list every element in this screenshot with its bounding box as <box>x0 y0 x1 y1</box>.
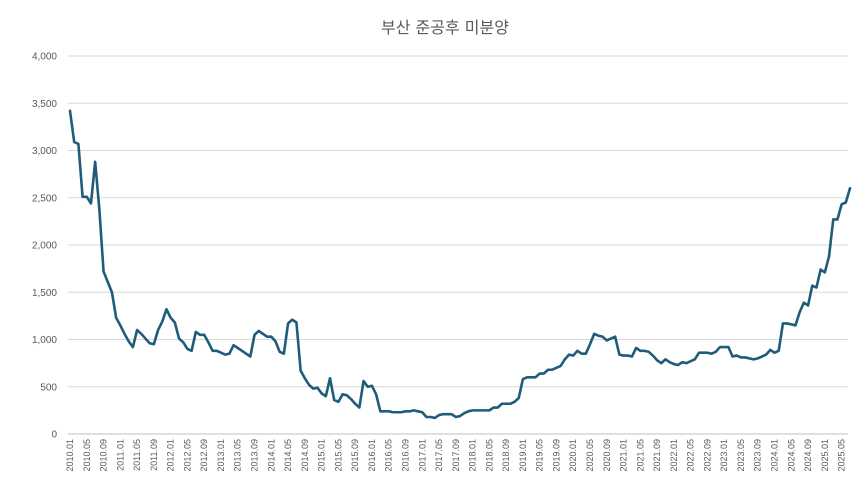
x-tick-label: 2012.05 <box>182 439 192 472</box>
x-tick-label: 2010.01 <box>65 439 75 472</box>
x-tick-label: 2021.01 <box>619 439 629 472</box>
x-tick-label: 2020.01 <box>568 439 578 472</box>
y-tick-label: 1,000 <box>32 335 57 346</box>
x-tick-label: 2012.09 <box>199 439 209 472</box>
x-tick-label: 2019.09 <box>551 439 561 472</box>
x-tick-label: 2018.09 <box>501 439 511 472</box>
x-tick-label: 2024.01 <box>770 439 780 472</box>
x-tick-label: 2015.09 <box>350 439 360 472</box>
x-tick-label: 2019.01 <box>518 439 528 472</box>
x-tick-label: 2016.05 <box>384 439 394 472</box>
y-tick-label: 500 <box>40 382 57 393</box>
x-axis-ticks: 2010.01 2010.05 2010.09 2011.01 2011.05 2011.… <box>65 439 847 472</box>
gridlines <box>68 55 848 388</box>
x-tick-label: 2014.05 <box>283 439 293 472</box>
x-tick-label: 2022.01 <box>669 439 679 472</box>
x-tick-label: 2011.05 <box>132 439 142 471</box>
y-tick-label: 1,500 <box>32 288 57 299</box>
x-tick-label: 2018.05 <box>484 439 494 472</box>
x-tick-label: 2011.01 <box>115 439 125 471</box>
x-tick-label: 2020.05 <box>585 439 595 472</box>
x-tick-label: 2020.09 <box>602 439 612 472</box>
y-tick-label: 2,500 <box>32 193 57 204</box>
chart-title: 부산 준공후 미분양 <box>381 18 509 37</box>
y-axis-ticks: 0 500 1,000 1,500 2,000 2,500 3,000 3,500 4,000 <box>32 52 57 441</box>
x-tick-label: 2023.01 <box>719 439 729 472</box>
y-tick-label: 3,000 <box>32 146 57 157</box>
y-tick-label: 3,500 <box>32 99 57 110</box>
x-tick-label: 2023.05 <box>736 439 746 472</box>
x-tick-label: 2012.01 <box>166 439 176 472</box>
x-tick-label: 2014.09 <box>300 439 310 472</box>
x-tick-label: 2019.05 <box>535 439 545 472</box>
x-tick-label: 2024.09 <box>803 439 813 472</box>
x-tick-label: 2022.05 <box>686 439 696 472</box>
y-tick-label: 4,000 <box>32 52 57 63</box>
x-tick-label: 2025.05 <box>837 439 847 472</box>
y-tick-label: 0 <box>51 430 57 441</box>
x-tick-label: 2017.01 <box>417 439 427 472</box>
x-tick-label: 2022.09 <box>702 439 712 472</box>
x-tick-label: 2021.05 <box>635 439 645 472</box>
x-tick-label: 2017.09 <box>451 439 461 472</box>
x-tick-label: 2017.05 <box>434 439 444 472</box>
x-tick-label: 2016.01 <box>367 439 377 472</box>
y-tick-label: 2,000 <box>32 241 57 252</box>
x-tick-label: 2015.05 <box>333 439 343 472</box>
series-line <box>68 109 852 420</box>
x-tick-label: 2010.09 <box>99 439 109 472</box>
x-tick-label: 2011.09 <box>149 439 159 471</box>
x-tick-label: 2015.01 <box>317 439 327 472</box>
x-tick-label: 2023.09 <box>753 439 763 472</box>
x-tick-label: 2013.09 <box>250 439 260 472</box>
x-tick-label: 2025.01 <box>820 439 830 472</box>
x-tick-label: 2013.01 <box>216 439 226 472</box>
x-tick-label: 2014.01 <box>266 439 276 472</box>
x-tick-label: 2024.05 <box>786 439 796 472</box>
x-tick-label: 2016.09 <box>400 439 410 472</box>
x-tick-label: 2021.09 <box>652 439 662 472</box>
x-tick-label: 2018.01 <box>468 439 478 472</box>
x-tick-label: 2010.05 <box>82 439 92 472</box>
x-tick-label: 2013.05 <box>233 439 243 472</box>
